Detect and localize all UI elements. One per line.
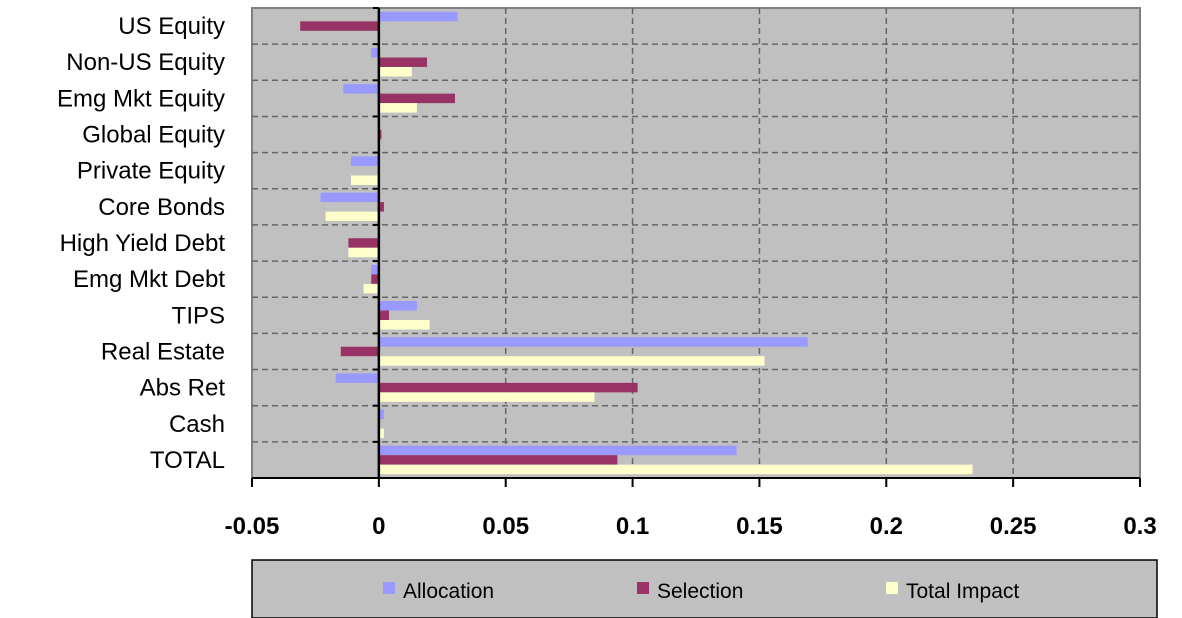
bar-total-impact bbox=[363, 283, 379, 294]
x-tick-label: 0.05 bbox=[482, 513, 529, 540]
category-label: US Equity bbox=[118, 13, 225, 40]
bar-total-impact bbox=[378, 320, 430, 330]
bar-selection bbox=[378, 310, 390, 321]
category-label: Abs Ret bbox=[140, 375, 226, 402]
bar-total-impact bbox=[378, 464, 973, 475]
category-label: High Yield Debt bbox=[60, 230, 226, 257]
bar-selection bbox=[378, 57, 428, 67]
x-tick-label: -0.05 bbox=[225, 513, 280, 540]
x-tick-label: 0.15 bbox=[736, 513, 783, 540]
legend-label: Total Impact bbox=[906, 580, 1019, 603]
x-tick-label: 0.2 bbox=[870, 513, 903, 540]
bar-allocation bbox=[335, 373, 379, 383]
bar-allocation bbox=[350, 156, 379, 166]
bars bbox=[300, 11, 973, 475]
legend-swatch bbox=[637, 582, 649, 594]
axes bbox=[251, 7, 1141, 487]
x-tick-labels: -0.05 0 0.05 0.1 0.15 0.2 0.25 0.3 bbox=[225, 513, 1157, 540]
legend-swatch bbox=[886, 582, 898, 594]
x-tick-label: 0.1 bbox=[616, 513, 649, 540]
bar-selection bbox=[378, 382, 638, 393]
category-label: Non-US Equity bbox=[66, 49, 225, 76]
bar-selection bbox=[378, 93, 455, 104]
bar-allocation bbox=[371, 264, 379, 275]
x-tick-label: 0.3 bbox=[1123, 513, 1156, 540]
bar-selection bbox=[300, 21, 379, 31]
bar-total-impact bbox=[378, 103, 417, 113]
bar-allocation bbox=[343, 84, 379, 94]
legend-label: Allocation bbox=[403, 580, 494, 603]
bar-selection bbox=[340, 346, 379, 357]
category-label: Emg Mkt Equity bbox=[57, 85, 225, 112]
bar-total-impact bbox=[350, 175, 379, 185]
bar-selection bbox=[378, 129, 382, 140]
bar-allocation bbox=[378, 337, 808, 347]
category-labels: US Equity Non-US Equity Emg Mkt Equity Glob… bbox=[57, 13, 225, 474]
category-label: TOTAL bbox=[150, 447, 225, 474]
bar-total-impact bbox=[325, 211, 379, 222]
bar-allocation bbox=[371, 47, 379, 58]
bar-total-impact bbox=[348, 247, 379, 258]
category-label: Real Estate bbox=[101, 338, 225, 365]
bar-allocation bbox=[378, 11, 458, 22]
legend-label: Selection bbox=[657, 580, 743, 603]
gridlines bbox=[252, 8, 1140, 478]
x-tick-label: 0 bbox=[372, 513, 385, 540]
bar-selection bbox=[371, 274, 379, 284]
bar-selection bbox=[378, 455, 618, 465]
category-label: Emg Mkt Debt bbox=[73, 266, 225, 293]
bar-selection bbox=[378, 202, 384, 212]
category-label: Private Equity bbox=[77, 158, 225, 185]
legend-swatch bbox=[383, 582, 395, 594]
bar-total-impact bbox=[378, 428, 384, 439]
plot-area bbox=[251, 7, 1141, 479]
bar-allocation bbox=[378, 301, 417, 311]
category-label: Core Bonds bbox=[98, 194, 225, 221]
category-label: TIPS bbox=[172, 302, 225, 329]
bar-allocation bbox=[320, 192, 379, 203]
bar-total-impact bbox=[378, 392, 595, 402]
legend: Allocation Selection Total Impact bbox=[251, 559, 1158, 618]
category-label: Cash bbox=[169, 411, 225, 438]
x-tick-label: 0.25 bbox=[990, 513, 1037, 540]
bar-total-impact bbox=[378, 66, 412, 77]
bar-selection bbox=[348, 238, 379, 248]
bar-allocation bbox=[378, 445, 737, 456]
category-label: Global Equity bbox=[82, 122, 225, 149]
legend-box bbox=[251, 559, 1158, 618]
bar-total-impact bbox=[378, 356, 765, 366]
bar-allocation bbox=[378, 409, 384, 420]
